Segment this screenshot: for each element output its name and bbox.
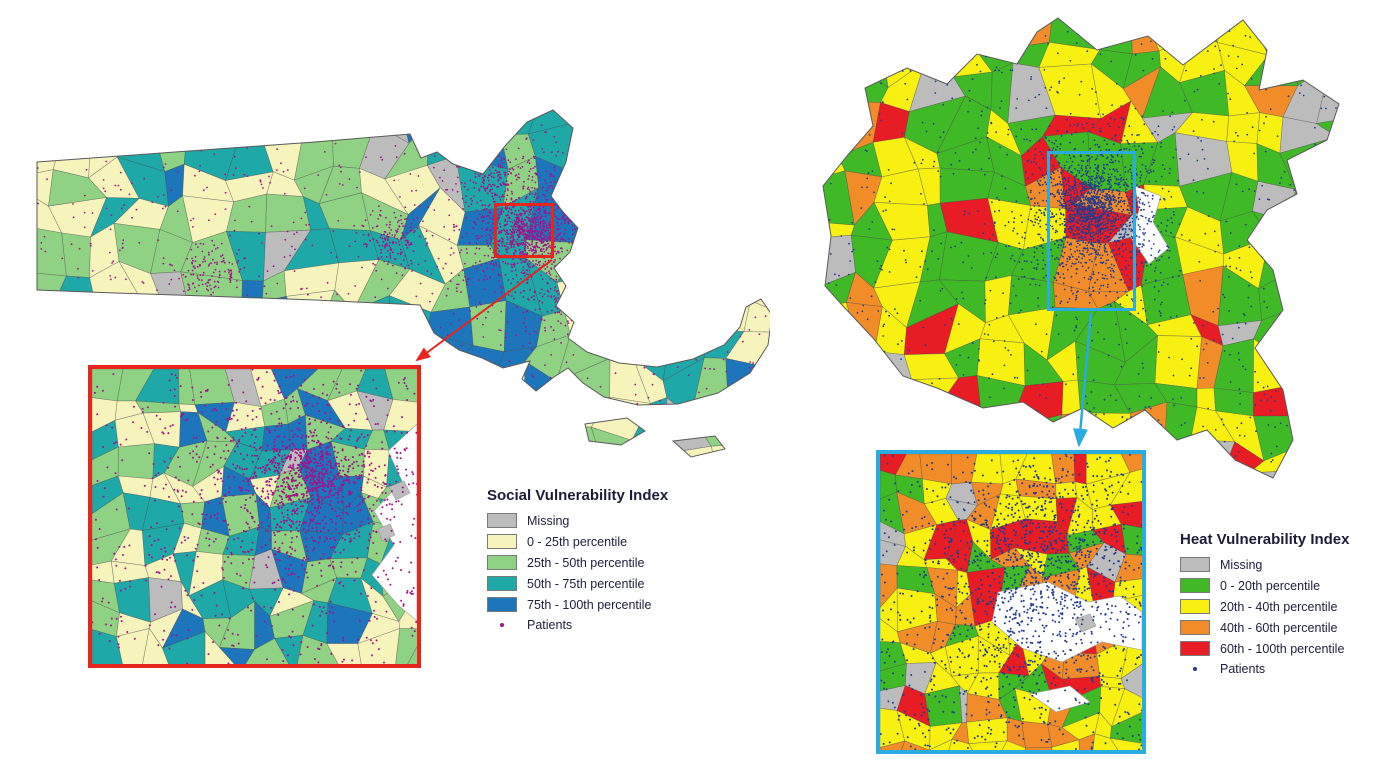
legend-label: Patients bbox=[527, 618, 573, 632]
legend-item: Missing bbox=[1180, 557, 1380, 572]
legend-item: 75th - 100th percentile bbox=[487, 597, 717, 612]
legend-color-swatch bbox=[487, 576, 517, 591]
legend-color-swatch bbox=[487, 555, 517, 570]
legend-color-swatch bbox=[1180, 578, 1210, 593]
legend-color-swatch bbox=[487, 597, 517, 612]
legend-color-swatch bbox=[487, 534, 517, 549]
svi-inset-map bbox=[92, 369, 417, 664]
legend-item: 40th - 60th percentile bbox=[1180, 620, 1380, 635]
hvi-highlight-rect bbox=[1047, 151, 1136, 311]
svi-highlight-rect bbox=[494, 203, 554, 258]
legend-label: 0 - 20th percentile bbox=[1220, 578, 1321, 593]
legend-label: 25th - 50th percentile bbox=[527, 555, 645, 570]
legend-item: 0 - 25th percentile bbox=[487, 534, 717, 549]
legend-item: Missing bbox=[487, 513, 717, 528]
legend-item: 20th - 40th percentile bbox=[1180, 599, 1380, 614]
svi-legend-rows: Missing 0 - 25th percentile 25th - 50th pe… bbox=[487, 513, 717, 632]
svi-legend: Social Vulnerability Index Missing 0 - 25… bbox=[487, 487, 717, 638]
legend-color-swatch bbox=[1180, 641, 1210, 656]
legend-item: Patients bbox=[487, 618, 717, 632]
legend-label: Missing bbox=[1220, 557, 1263, 572]
hvi-legend-title: Heat Vulnerability Index bbox=[1180, 531, 1350, 548]
legend-color-swatch bbox=[487, 513, 517, 528]
hvi-legend: Heat Vulnerability Index Missing 0 - 20th… bbox=[1180, 531, 1380, 682]
greater-boston-hvi-map bbox=[822, 17, 1340, 479]
legend-item: 60th - 100th percentile bbox=[1180, 641, 1380, 656]
patient-dot-symbol bbox=[487, 623, 517, 627]
legend-color-swatch bbox=[1180, 557, 1210, 572]
legend-item: 0 - 20th percentile bbox=[1180, 578, 1380, 593]
legend-label: 50th - 75th percentile bbox=[527, 576, 645, 591]
legend-item: 25th - 50th percentile bbox=[487, 555, 717, 570]
legend-label: 40th - 60th percentile bbox=[1220, 620, 1338, 635]
legend-label: Patients bbox=[1220, 662, 1266, 676]
svi-legend-title: Social Vulnerability Index bbox=[487, 487, 669, 504]
legend-label: 20th - 40th percentile bbox=[1220, 599, 1338, 614]
legend-label: 0 - 25th percentile bbox=[527, 534, 628, 549]
legend-label: 60th - 100th percentile bbox=[1220, 641, 1345, 656]
patient-dot-symbol bbox=[1180, 667, 1210, 671]
legend-color-swatch bbox=[1180, 599, 1210, 614]
legend-item: 50th - 75th percentile bbox=[487, 576, 717, 591]
legend-color-swatch bbox=[1180, 620, 1210, 635]
hvi-inset-frame bbox=[876, 450, 1146, 754]
hvi-inset-map bbox=[880, 454, 1142, 750]
legend-label: Missing bbox=[527, 513, 570, 528]
legend-item: Patients bbox=[1180, 662, 1380, 676]
legend-label: 75th - 100th percentile bbox=[527, 597, 652, 612]
svi-inset-frame bbox=[88, 365, 421, 668]
hvi-legend-rows: Missing 0 - 20th percentile 20th - 40th pe… bbox=[1180, 557, 1380, 676]
